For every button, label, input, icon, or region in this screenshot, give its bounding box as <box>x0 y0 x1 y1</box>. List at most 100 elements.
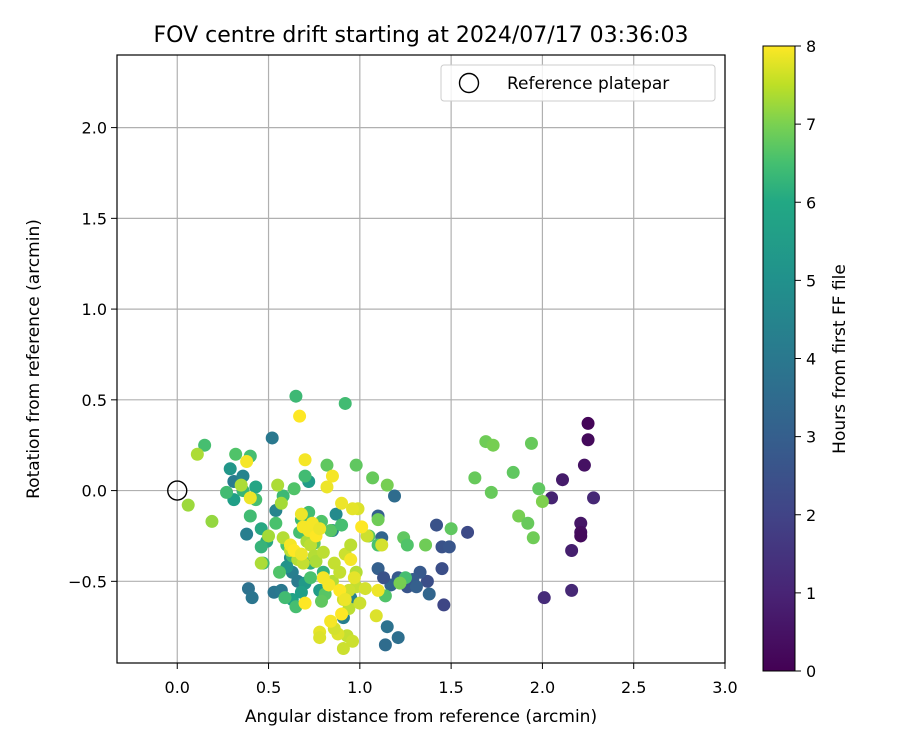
data-point <box>484 485 498 499</box>
colorbar-tick-label: 3 <box>806 428 816 447</box>
data-point <box>338 396 352 410</box>
colorbar-ticks: 0 1 2 3 4 5 6 7 8 <box>795 37 816 681</box>
x-tick-label: 2.0 <box>530 678 555 697</box>
data-point <box>293 409 307 423</box>
data-point <box>420 574 434 588</box>
data-point <box>581 416 595 430</box>
data-point <box>298 469 312 483</box>
data-point <box>294 507 308 521</box>
data-point <box>422 587 436 601</box>
data-point <box>320 458 334 472</box>
data-points <box>181 389 601 655</box>
data-point <box>346 502 360 516</box>
x-tick-label: 0.0 <box>165 678 190 697</box>
data-point <box>358 582 372 596</box>
colorbar-tick-label: 8 <box>806 37 816 56</box>
y-axis-ticks: −0.5 0.0 0.5 1.0 1.5 2.0 <box>68 119 117 591</box>
data-point <box>532 482 546 496</box>
data-point <box>324 614 338 628</box>
data-point <box>461 525 475 539</box>
data-point <box>269 516 283 530</box>
data-point <box>335 496 349 510</box>
data-point <box>524 436 538 450</box>
colorbar-gradient <box>762 45 796 672</box>
data-point <box>298 596 312 610</box>
data-point <box>574 516 588 530</box>
data-point <box>294 547 308 561</box>
data-point <box>254 540 268 554</box>
data-point <box>577 458 591 472</box>
data-point <box>254 556 268 570</box>
data-point <box>265 431 279 445</box>
data-point <box>400 538 414 552</box>
data-point <box>287 482 301 496</box>
data-point <box>437 598 451 612</box>
x-tick-label: 1.0 <box>347 678 372 697</box>
data-point <box>271 478 285 492</box>
data-point <box>309 554 323 568</box>
data-point <box>274 496 288 510</box>
data-point <box>521 516 535 530</box>
data-point <box>223 462 237 476</box>
data-point <box>435 562 449 576</box>
x-axis-label: Angular distance from reference (arcmin) <box>245 707 597 727</box>
colorbar-label: Hours from first FF file <box>830 264 850 454</box>
data-point <box>556 473 570 487</box>
data-point <box>581 433 595 447</box>
y-tick-label: 2.0 <box>82 119 107 138</box>
data-point <box>380 478 394 492</box>
x-tick-label: 0.5 <box>256 678 281 697</box>
data-point <box>393 576 407 590</box>
y-tick-label: 0.5 <box>82 391 107 410</box>
x-tick-label: 3.0 <box>712 678 737 697</box>
data-point <box>468 471 482 485</box>
y-tick-label: −0.5 <box>68 572 107 591</box>
legend-box <box>440 64 716 102</box>
data-point <box>587 491 601 505</box>
data-point <box>512 509 526 523</box>
x-tick-label: 2.5 <box>621 678 646 697</box>
data-point <box>380 620 394 634</box>
data-point <box>324 524 338 538</box>
data-point <box>344 538 358 552</box>
data-point <box>338 592 352 606</box>
data-point <box>278 591 292 605</box>
data-point <box>234 478 248 492</box>
data-point <box>229 447 243 461</box>
chart-title: FOV centre drift starting at 2024/07/17 … <box>154 23 689 48</box>
colorbar-tick-label: 5 <box>806 271 816 290</box>
data-point <box>335 518 349 532</box>
colorbar: 0 1 2 3 4 5 6 7 8 Hours from first FF file <box>762 37 850 681</box>
data-point <box>329 507 343 521</box>
data-point <box>535 494 549 508</box>
data-point <box>320 480 334 494</box>
data-point <box>409 580 423 594</box>
data-point <box>243 509 257 523</box>
data-point <box>378 638 392 652</box>
data-point <box>346 634 360 648</box>
data-point <box>388 489 402 503</box>
data-point <box>349 458 363 472</box>
data-point <box>355 520 369 534</box>
data-point <box>249 480 263 494</box>
data-point <box>262 529 276 543</box>
y-axis-label: Rotation from reference (arcmin) <box>24 219 44 499</box>
y-tick-label: 1.0 <box>82 300 107 319</box>
data-point <box>294 585 308 599</box>
data-point <box>442 540 456 554</box>
data-point <box>333 565 347 579</box>
data-point <box>336 641 350 655</box>
data-point <box>240 527 254 541</box>
data-point <box>419 538 433 552</box>
data-point <box>313 522 327 536</box>
data-point <box>444 522 458 536</box>
data-point <box>325 469 339 483</box>
data-point <box>371 583 385 597</box>
colorbar-tick-label: 2 <box>806 506 816 525</box>
reference-marker <box>167 480 188 501</box>
y-tick-label: 0.0 <box>82 482 107 501</box>
data-point <box>347 571 361 585</box>
data-point <box>391 631 405 645</box>
data-point <box>574 529 588 543</box>
colorbar-tick-label: 6 <box>806 193 816 212</box>
